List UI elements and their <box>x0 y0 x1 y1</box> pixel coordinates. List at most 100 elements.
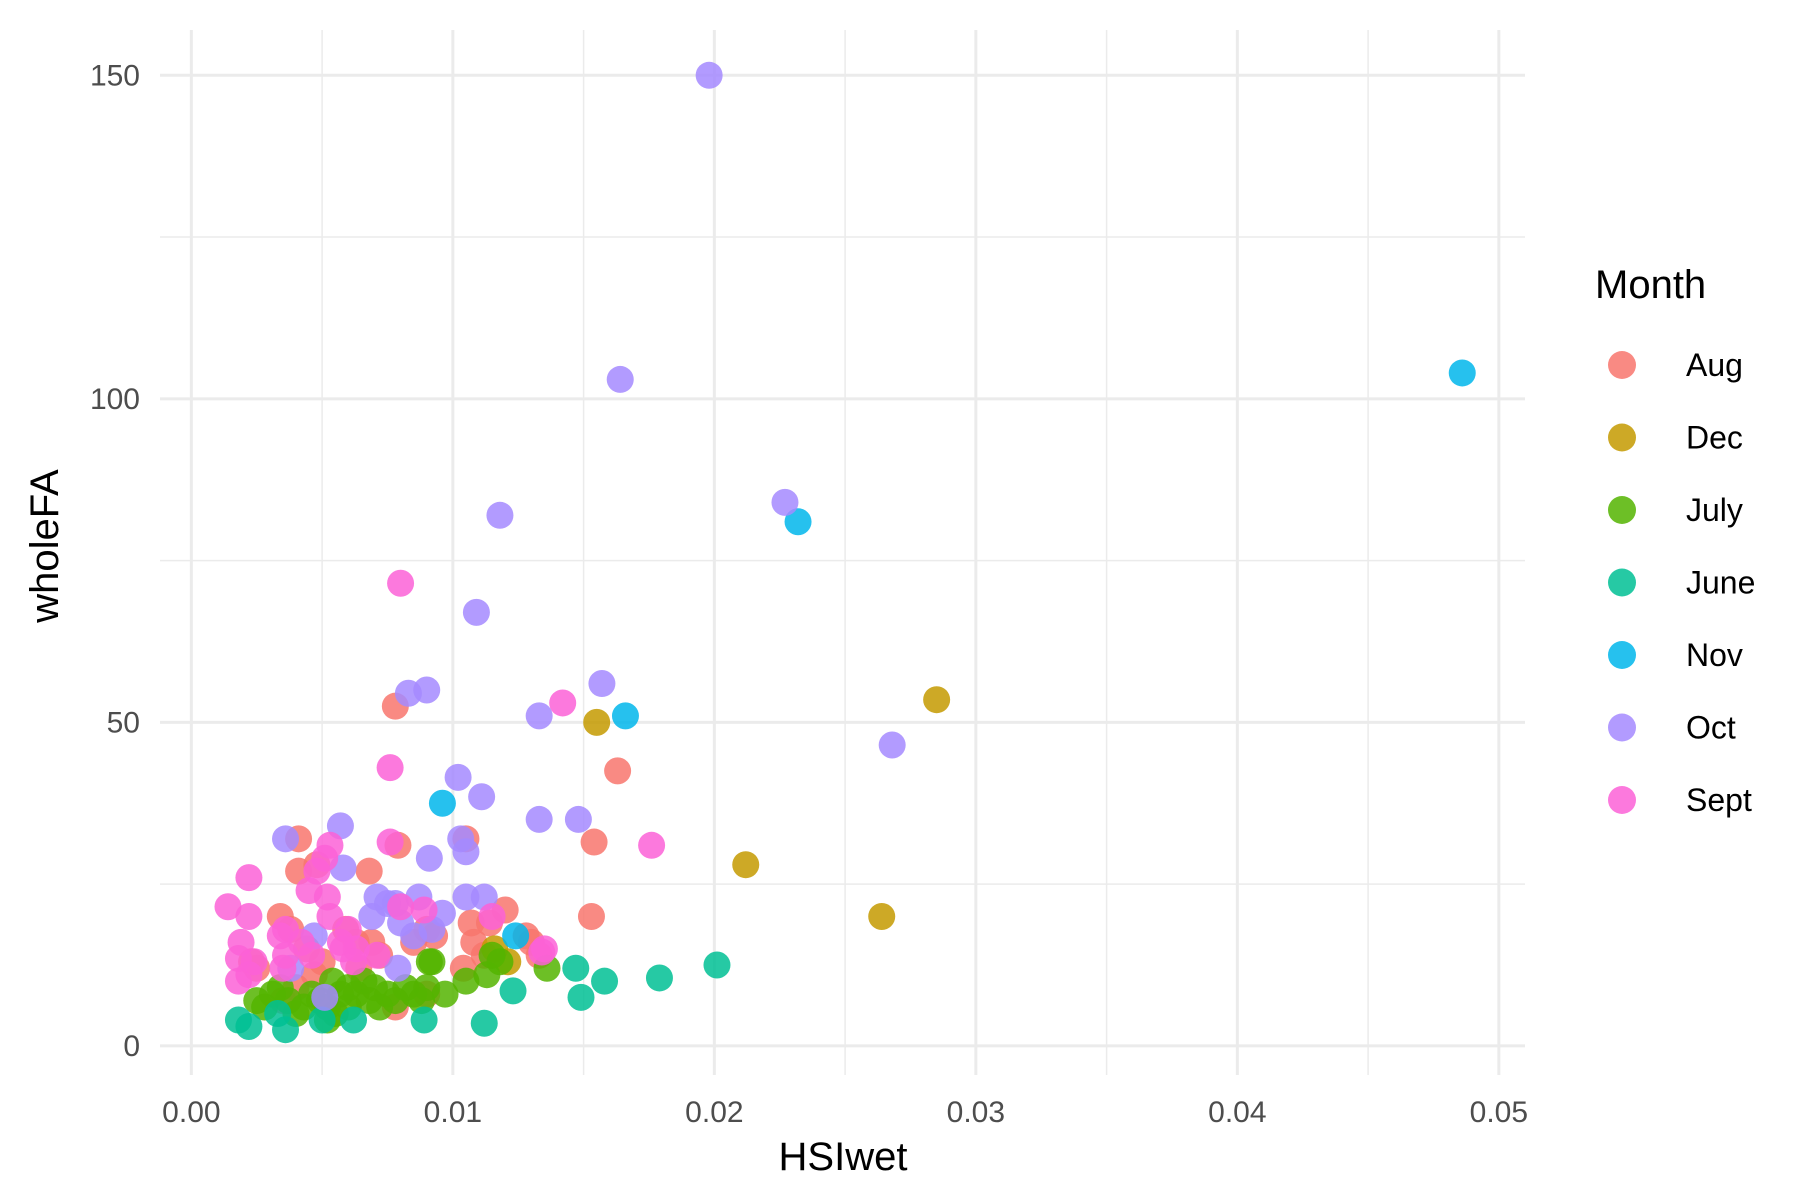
point-sept <box>376 828 404 856</box>
point-oct <box>525 702 553 730</box>
point-oct <box>384 954 412 982</box>
point-july <box>418 948 446 976</box>
legend: Month Aug Dec July June Nov Oct Sept <box>1595 263 1755 818</box>
point-sept <box>410 896 438 924</box>
point-nov <box>428 789 456 817</box>
point-oct <box>564 805 592 833</box>
point-oct <box>486 501 514 529</box>
y-tick-label: 50 <box>107 706 140 739</box>
point-sept <box>387 569 415 597</box>
point-oct <box>525 805 553 833</box>
point-june <box>410 1006 438 1034</box>
minor-gridlines <box>160 30 1525 1075</box>
legend-label-dec: Dec <box>1686 420 1743 456</box>
point-june <box>499 977 527 1005</box>
point-sept <box>340 948 368 976</box>
point-june <box>703 951 731 979</box>
legend-key-aug <box>1608 351 1636 379</box>
x-tick-label: 0.04 <box>1208 1096 1266 1129</box>
point-oct <box>771 488 799 516</box>
point-sept <box>214 893 242 921</box>
legend-key-nov <box>1608 641 1636 669</box>
x-axis-tick-labels: 0.00 0.01 0.02 0.03 0.04 0.05 <box>162 1096 1528 1129</box>
point-nov <box>1448 359 1476 387</box>
point-dec <box>923 686 951 714</box>
legend-key-sept <box>1608 786 1636 814</box>
point-sept <box>363 941 391 969</box>
point-july <box>366 993 394 1021</box>
point-oct <box>606 365 634 393</box>
point-oct <box>444 763 472 791</box>
legend-label-july: July <box>1686 492 1743 528</box>
x-tick-label: 0.01 <box>424 1096 482 1129</box>
point-oct <box>878 731 906 759</box>
point-nov <box>611 702 639 730</box>
point-june <box>340 1006 368 1034</box>
x-tick-label: 0.00 <box>162 1096 220 1129</box>
point-aug <box>604 757 632 785</box>
legend-key-oct <box>1608 713 1636 742</box>
x-tick-label: 0.05 <box>1470 1096 1528 1129</box>
point-oct <box>358 902 386 930</box>
point-oct <box>468 783 496 811</box>
point-june <box>562 954 590 982</box>
point-june <box>470 1009 498 1037</box>
point-oct <box>695 61 723 89</box>
x-axis-title: HSIwet <box>779 1135 908 1179</box>
point-june <box>264 1000 292 1028</box>
legend-label-nov: Nov <box>1686 637 1743 673</box>
point-aug <box>580 828 608 856</box>
x-tick-label: 0.02 <box>685 1096 743 1129</box>
point-june <box>567 983 595 1011</box>
point-aug <box>577 902 605 930</box>
y-axis-tick-labels: 0 50 100 150 <box>90 59 140 1063</box>
legend-label-aug: Aug <box>1686 347 1743 383</box>
point-sept <box>269 954 297 982</box>
legend-key-dec <box>1608 423 1636 452</box>
y-tick-label: 100 <box>90 383 140 416</box>
legend-key-june <box>1608 568 1636 597</box>
point-oct <box>462 598 490 626</box>
x-tick-label: 0.03 <box>947 1096 1005 1129</box>
point-dec <box>732 851 760 879</box>
point-sept <box>298 941 326 969</box>
point-oct <box>415 844 443 872</box>
legend-label-sept: Sept <box>1686 782 1752 818</box>
y-axis-title: wholeFA <box>23 469 67 624</box>
point-sept <box>387 893 415 921</box>
point-sept <box>235 902 263 930</box>
point-aug <box>355 857 383 885</box>
point-july <box>478 941 506 969</box>
point-dec <box>868 902 896 930</box>
point-sept <box>376 754 404 782</box>
point-sept <box>235 864 263 892</box>
point-nov <box>502 922 530 950</box>
point-june <box>645 964 673 992</box>
point-oct <box>588 670 616 698</box>
point-oct <box>452 838 480 866</box>
legend-title: Month <box>1595 263 1706 307</box>
point-oct <box>311 983 339 1011</box>
legend-items: Aug Dec July June Nov Oct Sept <box>1608 347 1755 818</box>
point-nov <box>784 508 812 536</box>
point-june <box>224 1006 252 1034</box>
y-tick-label: 150 <box>90 59 140 92</box>
point-sept <box>478 902 506 930</box>
point-oct <box>394 679 422 707</box>
legend-label-june: June <box>1686 565 1755 601</box>
major-gridlines <box>160 30 1525 1075</box>
point-june <box>591 967 619 995</box>
point-dec <box>583 708 611 736</box>
point-oct <box>272 825 300 853</box>
point-july <box>243 987 271 1015</box>
legend-key-july <box>1608 496 1636 524</box>
y-tick-label: 0 <box>123 1030 140 1063</box>
point-sept <box>638 831 666 859</box>
point-june <box>308 1006 336 1034</box>
legend-label-oct: Oct <box>1686 710 1736 746</box>
point-sept <box>528 938 556 966</box>
point-sept <box>235 961 263 989</box>
data-points <box>214 61 1476 1044</box>
point-sept <box>549 689 577 717</box>
